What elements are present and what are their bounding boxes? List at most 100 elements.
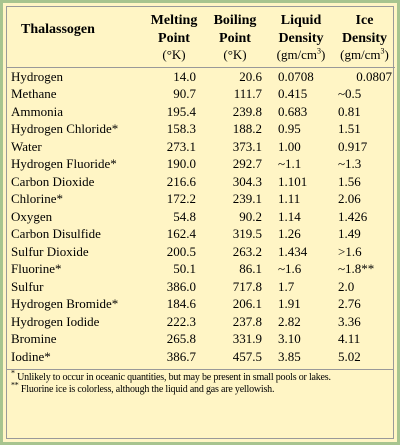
row-name: Sulfur	[11, 278, 44, 294]
header-liquid-2: Density	[278, 31, 324, 46]
row-liquid-density: 0.415	[278, 86, 308, 102]
table-row: Ammonia 195.4 239.8 0.683 0.81	[7, 103, 395, 121]
row-boiling-point: 331.9	[232, 331, 262, 347]
row-boiling-point: 457.5	[232, 348, 262, 364]
row-boiling-point: 263.2	[232, 243, 262, 259]
thalassogen-table: Thalassogen Melting Boiling Liquid Ice P…	[7, 7, 395, 366]
header-ice-unit: (gm/cm3)	[340, 46, 389, 62]
row-boiling-point: 319.5	[232, 226, 262, 242]
table-row: Fluorine* 50.1 86.1 ~1.6 ~1.8**	[7, 261, 395, 279]
row-melting-point: 162.4	[166, 226, 196, 242]
table-row: Hydrogen Chloride* 158.3 188.2 0.95 1.51	[7, 121, 395, 139]
table-row: Water 273.1 373.1 1.00 0.917	[7, 138, 395, 156]
header-thalassogen: Thalassogen	[21, 21, 95, 37]
header-melting-2: Point	[158, 31, 190, 46]
row-liquid-density: 3.10	[278, 331, 301, 347]
row-boiling-point: 188.2	[232, 121, 262, 137]
row-ice-density: 0.81	[338, 103, 361, 119]
row-liquid-density: 1.14	[278, 208, 301, 224]
row-ice-density: 0.0807	[356, 68, 392, 84]
header-liquid-unit: (gm/cm3)	[276, 46, 326, 62]
row-liquid-density: 1.00	[278, 138, 301, 154]
row-boiling-point: 86.1	[239, 261, 262, 277]
row-melting-point: 54.8	[173, 208, 196, 224]
row-melting-point: 265.8	[166, 331, 196, 347]
header-boiling-unit: (°K)	[223, 47, 247, 62]
row-liquid-density: 1.101	[278, 173, 308, 189]
row-ice-density: 2.0	[338, 278, 355, 294]
row-liquid-density: 0.0708	[278, 68, 314, 84]
row-name: Methane	[11, 86, 57, 102]
table-row: Carbon Dioxide 216.6 304.3 1.101 1.56	[7, 173, 395, 191]
row-name: Hydrogen Chloride*	[11, 121, 119, 137]
row-ice-density: 3.36	[338, 313, 361, 329]
row-name: Bromine	[11, 331, 57, 347]
row-boiling-point: 239.8	[232, 103, 262, 119]
row-melting-point: 386.0	[166, 278, 196, 294]
row-boiling-point: 239.1	[232, 191, 262, 207]
row-boiling-point: 304.3	[232, 173, 262, 189]
row-ice-density: 2.06	[338, 191, 361, 207]
row-boiling-point: 90.2	[239, 208, 262, 224]
row-ice-density: ~1.3	[338, 156, 362, 172]
table-row: Hydrogen Bromide* 184.6 206.1 1.91 2.76	[7, 296, 395, 314]
table-row: Hydrogen Iodide 222.3 237.8 2.82 3.36	[7, 313, 395, 331]
row-ice-density: 1.56	[338, 173, 361, 189]
row-liquid-density: 0.683	[278, 103, 308, 119]
row-boiling-point: 111.7	[233, 86, 262, 102]
table-row: Hydrogen 14.0 20.6 0.0708 0.0807	[7, 68, 395, 86]
row-name: Carbon Disulfide	[11, 226, 101, 242]
row-melting-point: 386.7	[166, 348, 196, 364]
row-melting-point: 222.3	[166, 313, 196, 329]
row-boiling-point: 292.7	[232, 156, 262, 172]
row-melting-point: 50.1	[173, 261, 196, 277]
row-ice-density: >1.6	[338, 243, 362, 259]
row-melting-point: 172.2	[166, 191, 196, 207]
row-melting-point: 158.3	[166, 121, 196, 137]
row-ice-density: 1.49	[338, 226, 361, 242]
table-row: Methane 90.7 111.7 0.415 ~0.5	[7, 86, 395, 104]
row-name: Chlorine*	[11, 191, 63, 207]
row-boiling-point: 717.8	[232, 278, 262, 294]
row-name: Oxygen	[11, 208, 53, 224]
row-melting-point: 190.0	[166, 156, 196, 172]
row-name: Hydrogen Iodide	[11, 313, 100, 329]
header-boiling-1: Boiling	[213, 13, 257, 28]
table-container: Thalassogen Melting Boiling Liquid Ice P…	[6, 6, 395, 439]
row-melting-point: 195.4	[166, 103, 196, 119]
footnotes: * Unlikely to occur in oceanic quantitie…	[7, 368, 393, 396]
row-melting-point: 184.6	[166, 296, 196, 312]
row-ice-density: ~0.5	[338, 86, 362, 102]
row-name: Fluorine*	[11, 261, 62, 277]
row-name: Water	[11, 138, 42, 154]
footnote-2: ** Fluorine ice is colorless, although t…	[11, 380, 275, 395]
header-liquid-1: Liquid	[280, 13, 322, 28]
row-melting-point: 200.5	[166, 243, 196, 259]
row-liquid-density: ~1.1	[278, 156, 302, 172]
row-name: Iodine*	[11, 348, 51, 364]
row-name: Sulfur Dioxide	[11, 243, 89, 259]
row-liquid-density: 1.11	[278, 191, 301, 207]
row-boiling-point: 373.1	[232, 138, 262, 154]
row-name: Hydrogen	[11, 68, 63, 84]
row-melting-point: 216.6	[166, 173, 196, 189]
row-liquid-density: 2.82	[278, 313, 301, 329]
row-name: Ammonia	[11, 103, 63, 119]
row-liquid-density: 1.91	[278, 296, 301, 312]
row-liquid-density: 3.85	[278, 348, 301, 364]
row-liquid-density: 0.95	[278, 121, 301, 137]
header-melting-1: Melting	[150, 13, 198, 28]
row-name: Carbon Dioxide	[11, 173, 95, 189]
table-row: Hydrogen Fluoride* 190.0 292.7 ~1.1 ~1.3	[7, 156, 395, 174]
row-liquid-density: ~1.6	[278, 261, 302, 277]
header-ice-2: Density	[341, 31, 388, 46]
row-ice-density: 2.76	[338, 296, 361, 312]
row-melting-point: 273.1	[166, 138, 196, 154]
table-row: Sulfur Dioxide 200.5 263.2 1.434 >1.6	[7, 243, 395, 261]
table-row: Bromine 265.8 331.9 3.10 4.11	[7, 331, 395, 349]
table-row: Sulfur 386.0 717.8 1.7 2.0	[7, 278, 395, 296]
table-row: Iodine* 386.7 457.5 3.85 5.02	[7, 348, 395, 366]
table-row: Chlorine* 172.2 239.1 1.11 2.06	[7, 191, 395, 209]
row-name: Hydrogen Bromide*	[11, 296, 119, 312]
